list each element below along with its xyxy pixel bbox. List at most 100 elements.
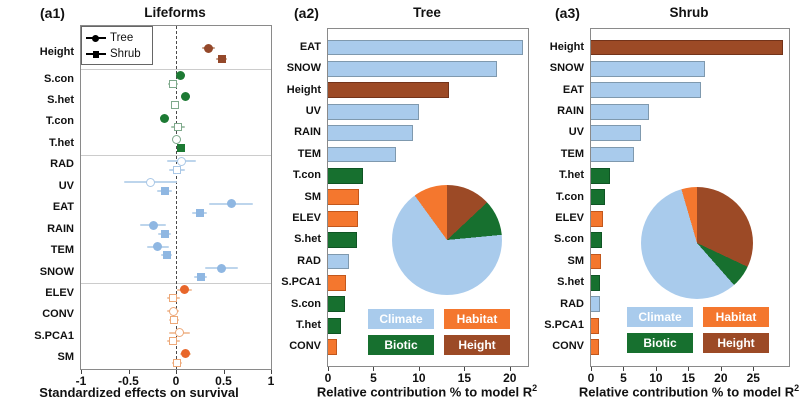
- bar-rain: [591, 103, 649, 120]
- tree-marker-conv: [168, 306, 178, 316]
- shrub-marker-s.con: [169, 79, 178, 88]
- bar-elev: [591, 210, 603, 227]
- y-axis-label: S.het: [47, 94, 74, 107]
- y-axis-label: T.het: [558, 169, 584, 182]
- pie-chart-tree: [392, 185, 502, 295]
- shrub-square-marker-icon: [86, 49, 106, 59]
- x-axis-label-superscript: 2: [532, 383, 538, 393]
- shrub-marker-height: [217, 54, 226, 63]
- y-axis-label: EAT: [299, 40, 321, 53]
- x-tick-mark: [128, 370, 130, 374]
- y-axis-label: RAD: [297, 254, 321, 267]
- tree-marker-height: [203, 43, 213, 53]
- panel-title-lifeforms: Lifeforms: [144, 5, 206, 20]
- x-tick-mark: [655, 367, 657, 371]
- x-tick-mark: [623, 367, 625, 371]
- x-tick-mark: [418, 367, 420, 371]
- legend-climate: Climate: [627, 307, 693, 327]
- x-tick-mark: [223, 370, 225, 374]
- bar-eat: [591, 82, 701, 99]
- bar-sm: [328, 189, 359, 206]
- bar-chart-shrub: Climate Habitat Biotic Height: [590, 28, 790, 367]
- bar-height: [591, 39, 783, 56]
- panel-lifeforms: (a1) Lifeforms Tree Shrub Height S.con S.h…: [0, 0, 278, 415]
- y-axis-label: RAD: [560, 297, 584, 310]
- bar-height: [328, 82, 449, 99]
- tree-marker-s.pca1: [175, 328, 185, 338]
- x-tick-mark: [176, 370, 177, 374]
- bar-snow: [328, 60, 498, 77]
- bar-uv: [328, 103, 419, 120]
- bar-t.het: [328, 317, 341, 334]
- tree-marker-s.het: [181, 92, 190, 102]
- y-axis-label: UV: [568, 126, 584, 139]
- shrub-marker-t.con: [173, 122, 182, 131]
- y-axis-label: S.het: [294, 233, 321, 246]
- y-axis-label: SNOW: [39, 265, 74, 278]
- y-axis-label: Height: [286, 83, 321, 96]
- legend-habitat: Habitat: [703, 307, 769, 327]
- series-legend: Tree Shrub: [81, 26, 153, 65]
- bar-s.het: [591, 274, 601, 291]
- x-tick-mark: [271, 370, 272, 374]
- x-tick-mark: [688, 367, 690, 371]
- x-tick-mark: [464, 367, 466, 371]
- y-axis-label: Height: [39, 46, 74, 59]
- y-axis-label: S.con: [44, 72, 74, 85]
- bar-s.con: [328, 296, 346, 313]
- y-axis-label: S.con: [554, 233, 584, 246]
- y-axis-label: SM: [57, 351, 75, 364]
- shrub-marker-rain: [160, 229, 169, 238]
- category-legend: Climate Habitat Biotic Height: [627, 307, 769, 353]
- shrub-marker-s.het: [171, 101, 180, 110]
- shrub-marker-snow: [196, 272, 205, 281]
- panel-tag-a1: (a1): [40, 5, 65, 21]
- tree-marker-snow: [217, 263, 227, 273]
- legend-label-tree: Tree: [110, 32, 134, 44]
- y-axis-label: S.PCA1: [544, 318, 584, 331]
- y-axis-label: T.con: [292, 169, 321, 182]
- bar-eat: [328, 39, 524, 56]
- y-axis-label: RAIN: [557, 104, 584, 117]
- y-axis-label: T.con: [555, 190, 584, 203]
- legend-biotic: Biotic: [627, 333, 693, 353]
- y-axis-label: T.het: [295, 318, 321, 331]
- y-axis-label: RAD: [50, 158, 74, 171]
- tree-marker-uv: [145, 177, 155, 187]
- bar-t.con: [591, 189, 605, 206]
- y-axis-label: SNOW: [549, 62, 584, 75]
- zero-reference-line: [176, 26, 177, 369]
- legend-height: Height: [703, 333, 769, 353]
- x-tick-mark: [81, 370, 82, 374]
- y-axis-label: S.con: [291, 297, 321, 310]
- bar-chart-tree: Climate Habitat Biotic Height: [327, 28, 529, 367]
- bar-s.con: [591, 232, 603, 248]
- y-axis-label: RAIN: [47, 222, 74, 235]
- y-axis-label: EAT: [52, 201, 74, 214]
- tree-marker-t.con: [160, 113, 170, 123]
- bar-tem: [591, 146, 635, 163]
- bar-snow: [591, 60, 705, 77]
- bar-s.pca1: [591, 317, 600, 334]
- x-axis-label-a1: Standardized effects on survival: [39, 385, 239, 400]
- tree-marker-sm: [181, 349, 190, 359]
- y-axis-label: UV: [305, 104, 321, 117]
- y-axis-label: TEM: [560, 147, 584, 160]
- legend-habitat: Habitat: [444, 309, 510, 329]
- tree-marker-elev: [180, 285, 190, 295]
- x-axis-label-a2: Relative contribution % to model R2: [252, 383, 602, 399]
- bar-rain: [328, 125, 414, 141]
- y-axis-label: SM: [304, 190, 322, 203]
- y-axis-label: SNOW: [286, 62, 321, 75]
- legend-label-shrub: Shrub: [110, 48, 141, 60]
- y-axis-label: CONV: [552, 340, 584, 353]
- shrub-marker-sm: [172, 358, 181, 367]
- panel-shrub: (a3) Shrub Climate Habitat Biotic Height…: [532, 0, 800, 415]
- panel-title-tree: Tree: [413, 5, 441, 20]
- y-axis-label: ELEV: [292, 211, 321, 224]
- shrub-marker-rad: [172, 165, 181, 174]
- bar-t.het: [591, 167, 610, 184]
- panel-tree: (a2) Tree Climate Habitat Biotic Height …: [278, 0, 537, 415]
- category-legend: Climate Habitat Biotic Height: [368, 309, 510, 355]
